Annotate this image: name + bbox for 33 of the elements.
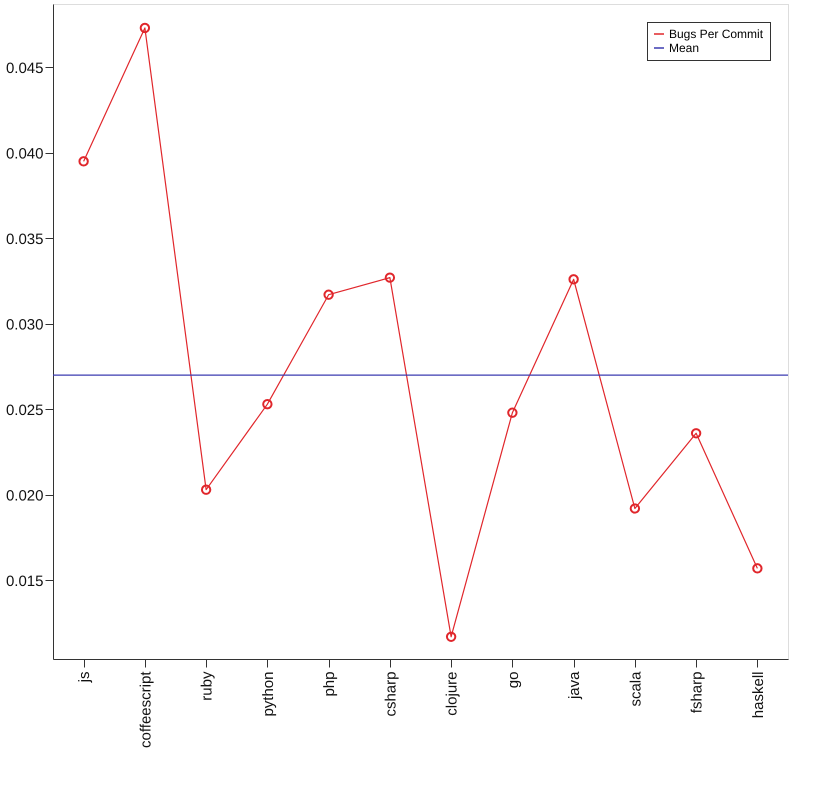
point [262,399,273,410]
x-tick-label: go [504,672,522,688]
x-tick-label: ruby [198,671,216,701]
y-tick-label: 0.040 [6,145,44,162]
y-tick-label: 0.035 [6,230,44,248]
legend-label: Bugs Per Commit [669,27,764,41]
point [140,22,150,34]
point [323,290,334,300]
point [446,632,456,642]
legend-label: Mean [669,41,700,55]
y-tick-label: 0.025 [6,402,44,419]
x-tick-label: coffeescript [137,670,154,748]
point [690,428,702,438]
x-tick-label: python [260,672,277,717]
x-tick-label: csharp [382,672,400,717]
x-tick-label: scala [627,670,644,707]
x-tick-label: haskell [750,672,767,718]
x-tick-label: java [566,670,584,700]
point [507,408,518,418]
y-tick-label: 0.045 [6,60,44,77]
x-tick-label: php [321,672,338,697]
x-tick-label: clojure [444,672,461,716]
x-tick-label: js [76,672,94,684]
point [752,563,763,574]
y-tick-label: 0.015 [6,572,44,590]
x-tick-label: fsharp [688,672,706,714]
point [630,503,640,514]
point [78,156,89,167]
y-tick-label: 0.030 [6,316,44,334]
point [200,484,212,495]
point [384,272,396,283]
point [568,274,579,285]
y-tick-label: 0.020 [6,487,44,504]
